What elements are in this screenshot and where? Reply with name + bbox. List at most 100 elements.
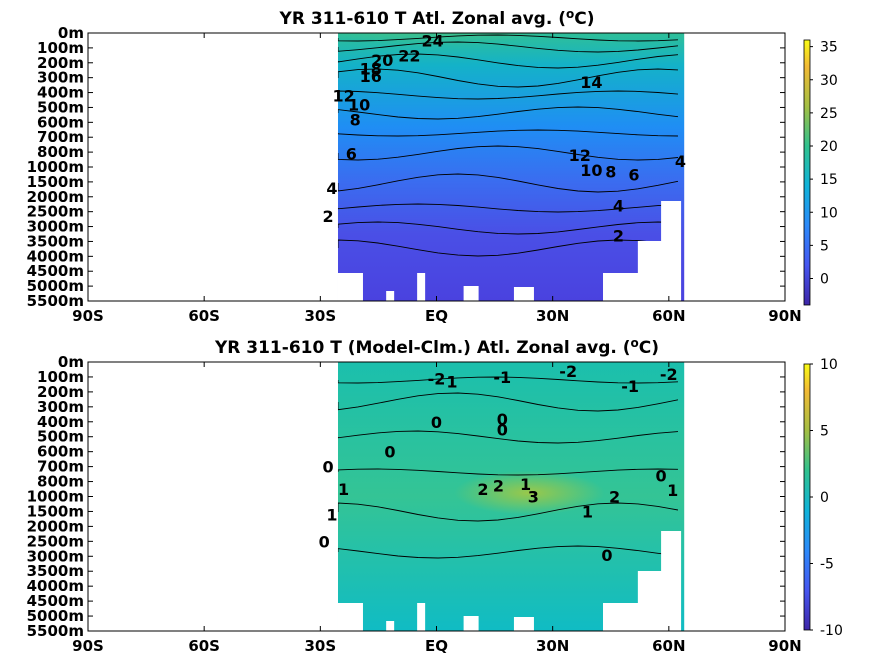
x-tick-label: 60S: [188, 637, 220, 655]
seafloor-step: [386, 621, 395, 631]
contour-label: -2: [660, 365, 678, 384]
contour-line: [337, 34, 678, 42]
contour-label: -2: [559, 362, 577, 381]
contour-line: [337, 53, 679, 69]
seafloor-step: [417, 273, 426, 301]
bottom-colorbar: 10 5 0 -5 -10: [803, 357, 843, 639]
x-tick-label: 30N: [536, 637, 569, 655]
seafloor-step: [463, 616, 479, 631]
contour-label: 1: [338, 480, 349, 499]
contour-label: 4: [326, 179, 337, 198]
contour-label: 2: [613, 227, 624, 246]
contour-line: [337, 392, 679, 412]
seafloor-step: [661, 531, 682, 631]
contour-line: [337, 502, 679, 522]
colorbar-label: 0: [820, 490, 829, 506]
colorbar-label: 0: [820, 272, 829, 288]
y-tick-label: 2500m: [27, 532, 84, 550]
colorbar-label: 5: [820, 424, 829, 440]
y-tick-label: 400m: [37, 84, 84, 102]
x-tick-label: EQ: [425, 637, 448, 655]
contour-label: 1: [582, 502, 593, 521]
contour-label: 0: [323, 458, 334, 477]
y-tick-label: 5000m: [27, 607, 84, 625]
seafloor-step: [463, 286, 479, 301]
y-tick-label: 4000m: [27, 577, 84, 595]
contour-line: [337, 239, 679, 257]
contour-line: [337, 545, 679, 559]
contour-label: 4: [613, 197, 624, 216]
contour-label: 2: [609, 488, 620, 507]
y-tick-label: 5500m: [27, 622, 84, 640]
colorbar-label: 20: [820, 139, 838, 155]
y-tick-label: 800m: [37, 143, 84, 161]
colorbar-label: 35: [820, 40, 838, 56]
contour-label: 16: [360, 67, 382, 86]
seafloor-step: [513, 287, 534, 301]
y-tick-label: 800m: [37, 473, 84, 491]
colorbar-gradient: [803, 39, 811, 306]
contour-line: [337, 221, 678, 235]
y-tick-label: 5000m: [27, 277, 84, 295]
contour-label: 4: [675, 152, 686, 171]
y-tick-label: 4500m: [27, 262, 84, 280]
contour-line: [337, 430, 679, 444]
contour-label: 18: [360, 60, 382, 79]
contour-label: 14: [580, 73, 602, 92]
contour-line: [337, 376, 678, 384]
y-tick-label: 300m: [37, 398, 84, 416]
contour-label: 2: [477, 480, 488, 499]
colorbar-label: 10: [820, 357, 838, 373]
bottom-anomaly-field: [337, 362, 685, 631]
bottom-chart-title: YR 311-610 T (Model-Clm.) Atl. Zonal avg…: [214, 336, 659, 358]
contour-label: 24: [421, 31, 443, 50]
contour-label: 3: [528, 488, 539, 507]
contour-label: 0: [601, 546, 612, 565]
y-tick-label: 4000m: [27, 247, 84, 265]
y-tick-label: 1000m: [27, 158, 84, 176]
y-tick-label: 1500m: [27, 502, 84, 520]
x-tick-label: 30S: [304, 307, 336, 325]
contour-label: 10: [580, 161, 602, 180]
seafloor-step: [637, 241, 663, 301]
contour-label: 10: [348, 96, 370, 115]
seafloor-step: [513, 617, 534, 631]
y-tick-label: 2000m: [27, 517, 84, 535]
x-tick-label: 90S: [72, 637, 104, 655]
y-tick-label: 500m: [37, 428, 84, 446]
y-tick-label: 3000m: [27, 218, 84, 236]
contour-label: 0: [497, 420, 508, 439]
seafloor-step: [603, 603, 639, 631]
colorbar-label: 10: [820, 205, 838, 221]
contour-line: [337, 90, 679, 100]
y-tick-label: 700m: [37, 128, 84, 146]
seafloor-step: [337, 603, 363, 631]
seafloor-step: [337, 273, 363, 301]
x-tick-label: 90S: [72, 307, 104, 325]
y-tick-label: 100m: [37, 368, 84, 386]
top-contour-lines: [337, 34, 679, 257]
top-y-axis: 0m100m200m300m400m500m600m700m800m1000m1…: [27, 24, 785, 310]
y-tick-label: 3000m: [27, 547, 84, 565]
contour-line: [337, 68, 678, 88]
contour-label: 2: [493, 476, 504, 495]
contour-line: [337, 145, 679, 161]
contour-line: [337, 203, 678, 213]
contour-label: 0: [384, 443, 395, 462]
contour-label: 12: [332, 87, 354, 106]
y-tick-label: 700m: [37, 458, 84, 476]
contour-line: [337, 129, 678, 137]
top-colorbar: 35 30 25 20 15 10 5 0: [803, 39, 838, 306]
contour-label: 1: [520, 475, 531, 494]
y-tick-label: 3500m: [27, 232, 84, 250]
contour-label: 2: [323, 207, 334, 226]
y-tick-label: 200m: [37, 383, 84, 401]
y-tick-label: 5500m: [27, 292, 84, 310]
contour-label: 0: [431, 413, 442, 432]
y-tick-label: 0m: [58, 24, 84, 42]
top-chart-title: YR 311-610 T Atl. Zonal avg. (oC): [279, 7, 595, 29]
contour-label: 20: [371, 51, 393, 70]
